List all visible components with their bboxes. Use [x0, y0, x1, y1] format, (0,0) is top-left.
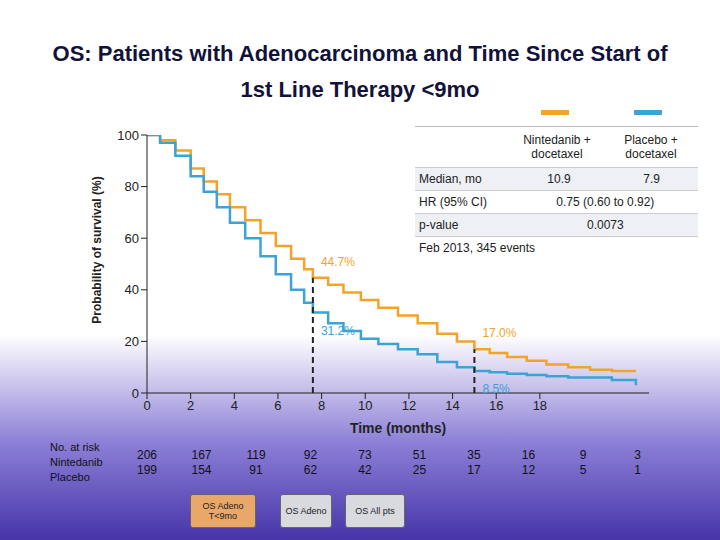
- html-text:0.75 (0.60 to 0.92): 0.75 (0.60 to 0.92): [556, 195, 655, 209]
- html-text:42: 42: [358, 463, 372, 477]
- svg-text:6: 6: [274, 398, 281, 413]
- html-text:12: 12: [521, 463, 536, 477]
- svg-text:8.5%: 8.5%: [482, 382, 510, 396]
- svg-text:0: 0: [132, 386, 139, 401]
- html-text:119: 119: [246, 448, 266, 462]
- svg-text:40: 40: [125, 282, 139, 297]
- svg-text:17.0%: 17.0%: [482, 326, 516, 340]
- html-text:25: 25: [412, 463, 427, 477]
- html-text:9: 9: [579, 448, 587, 462]
- svg-text:16: 16: [489, 398, 503, 413]
- html-text:206: 206: [137, 448, 157, 462]
- html-text:Feb 2013, 345 events: Feb 2013, 345 events: [419, 241, 536, 255]
- html-text:51: 51: [412, 448, 427, 462]
- svg-text:12: 12: [402, 398, 416, 413]
- html-text:0.0073: 0.0073: [587, 218, 624, 232]
- html-text:Probability of survival (%): Probability of survival (%): [90, 176, 104, 324]
- html-text:Median, mo: Median, mo: [419, 172, 482, 186]
- html-text:199: 199: [137, 463, 157, 477]
- html-text:10.9: 10.9: [547, 172, 571, 186]
- html-text:HR (95% CI): HR (95% CI): [419, 195, 487, 209]
- html-text:OS All pts: OS All pts: [355, 506, 395, 516]
- svg-text:Time (months): Time (months): [350, 420, 446, 436]
- html-text:7.9: 7.9: [643, 172, 660, 186]
- svg-text:4: 4: [231, 398, 238, 413]
- html-text:1: 1: [634, 463, 641, 477]
- svg-text:8: 8: [318, 398, 325, 413]
- html-text:16: 16: [521, 448, 536, 462]
- html-text:Nintedanib + docetaxel: Nintedanib + docetaxel: [523, 133, 591, 161]
- svg-text:14: 14: [445, 398, 459, 413]
- svg-text:20: 20: [125, 334, 139, 349]
- svg-text:0: 0: [143, 398, 150, 413]
- html-text:167: 167: [191, 448, 212, 462]
- svg-text:31.2%: 31.2%: [321, 324, 355, 338]
- html-text:3: 3: [634, 448, 641, 462]
- html-text:91: 91: [249, 463, 263, 477]
- html-text:OS Adeno: OS Adeno: [285, 506, 327, 516]
- html-text:Placebo: Placebo: [50, 471, 90, 483]
- html-text:154: 154: [191, 463, 212, 477]
- html-text:No. at risk: No. at risk: [50, 441, 100, 453]
- svg-text:60: 60: [125, 231, 139, 246]
- svg-text:44.7%: 44.7%: [321, 255, 355, 269]
- svg-text:80: 80: [125, 179, 139, 194]
- svg-text:2: 2: [187, 398, 194, 413]
- html-text:p-value: p-value: [419, 218, 459, 232]
- html-text:73: 73: [358, 448, 372, 462]
- html-text:5: 5: [579, 463, 587, 477]
- svg-text:100: 100: [117, 128, 139, 143]
- html-text:Nintedanib: Nintedanib: [50, 456, 103, 468]
- svg-text:10: 10: [358, 398, 372, 413]
- html-text:35: 35: [467, 448, 481, 462]
- html-text:Placebo + docetaxel: Placebo + docetaxel: [624, 133, 678, 161]
- html-text:62: 62: [303, 463, 318, 477]
- html-text:OS: Patients with Adenocarcino: OS: Patients with Adenocarcinoma and Tim…: [52, 41, 668, 102]
- html-text:17: 17: [467, 463, 481, 477]
- html-text:OS Adeno T<9mo: OS Adeno T<9mo: [202, 501, 244, 521]
- svg-text:18: 18: [533, 398, 547, 413]
- html-text:92: 92: [303, 448, 318, 462]
